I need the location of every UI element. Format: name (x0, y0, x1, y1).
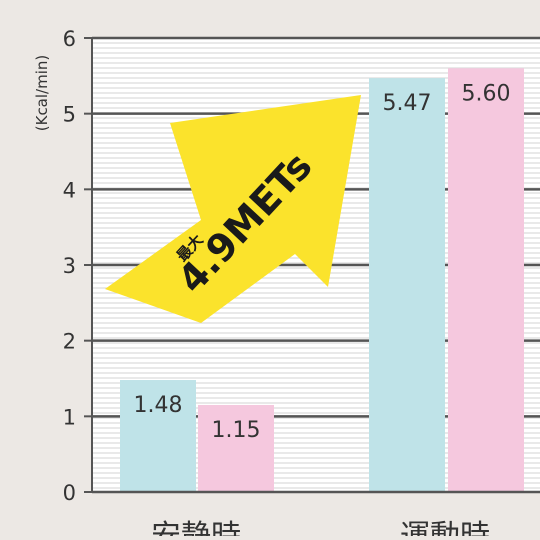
y-tick-label: 1 (63, 405, 76, 429)
bar (448, 68, 524, 493)
bar-value-label: 1.48 (134, 393, 183, 418)
y-axis: 0 1 2 3 4 5 6 (63, 27, 93, 505)
y-axis-label: (Kcal/min) (33, 55, 51, 132)
x-tick-label: 運動時 (400, 519, 490, 536)
bar (198, 404, 274, 492)
bar (120, 380, 196, 492)
bar-value-label: 5.60 (462, 81, 511, 106)
y-tick-label: 5 (63, 103, 76, 127)
bar-value-label: 1.15 (212, 418, 261, 443)
arrow-shape (105, 95, 361, 323)
bar-value-label: 5.47 (383, 91, 432, 116)
bar (369, 78, 445, 492)
x-axis: 安静時 運動時 (92, 490, 540, 540)
y-tick-label: 2 (63, 330, 76, 354)
y-tick-label: 6 (63, 27, 76, 51)
x-tick-label: 安静時 (151, 519, 241, 536)
y-tick-label: 0 (63, 481, 76, 505)
bars (120, 68, 524, 493)
y-tick-label: 4 (63, 178, 76, 202)
y-tick-label: 3 (63, 254, 76, 278)
bar-value-labels: 1.48 5.47 1.15 5.60 (134, 81, 511, 443)
